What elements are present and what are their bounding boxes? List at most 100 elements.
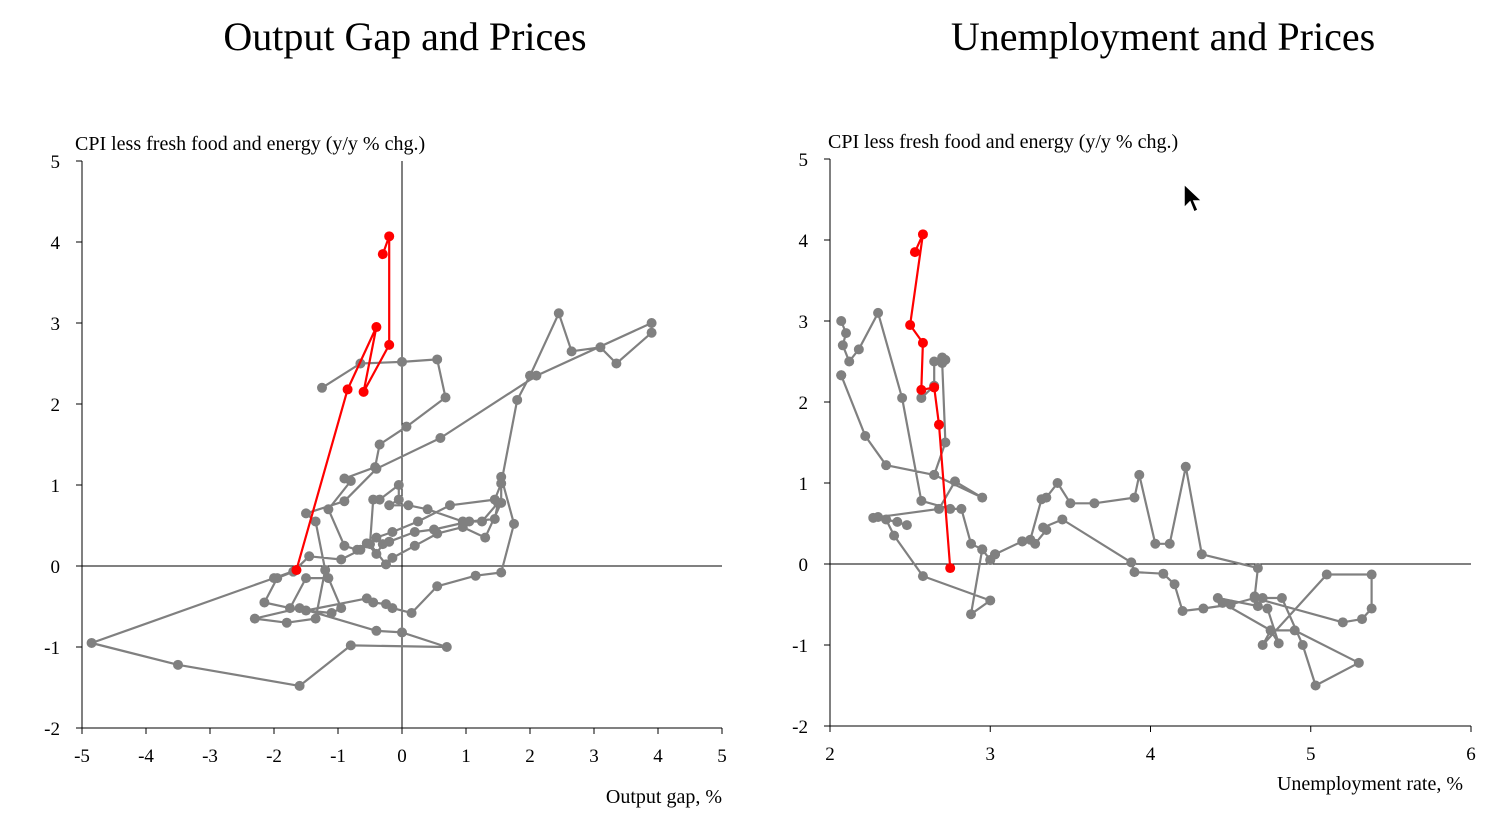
history-data-point — [371, 625, 382, 636]
history-data-point — [326, 607, 337, 618]
history-data-point — [413, 516, 423, 527]
recent-data-point — [905, 320, 916, 331]
history-data-point — [1337, 617, 1348, 628]
history-data-point — [985, 554, 996, 565]
x-tick-label: 4 — [1146, 744, 1156, 765]
history-data-point — [259, 597, 270, 608]
history-data-point — [1225, 599, 1236, 610]
history-data-point — [1180, 461, 1191, 472]
x-axis-label: Output gap, % — [606, 786, 722, 808]
history-data-point — [1198, 603, 1209, 614]
history-data-point — [985, 595, 996, 606]
y-tick-label: -2 — [44, 719, 60, 740]
history-data-point — [371, 532, 382, 543]
recent-series-line — [908, 233, 952, 569]
history-data-point — [301, 508, 311, 519]
history-data-point — [361, 593, 372, 604]
history-data-point — [1212, 593, 1223, 604]
history-data-point — [281, 617, 292, 628]
history-data-point — [595, 342, 606, 353]
history-data-point — [489, 514, 500, 525]
history-data-point — [1150, 538, 1161, 549]
history-data-point — [1129, 567, 1140, 578]
history-data-point — [1129, 492, 1140, 503]
history-data-point — [892, 516, 903, 527]
history-data-point — [457, 522, 468, 533]
history-data-point — [1249, 593, 1260, 604]
history-data-point — [1321, 569, 1332, 580]
history-data-point — [836, 370, 847, 381]
output-gap-chart: Output Gap and Prices CPI less fresh foo… — [44, 14, 727, 808]
history-data-point — [977, 544, 988, 555]
x-axis-label: Unemployment rate, % — [1277, 773, 1463, 795]
history-data-point — [873, 307, 884, 318]
history-data-point — [384, 500, 395, 511]
history-data-point — [371, 463, 382, 474]
history-data-point — [387, 552, 398, 563]
history-data-point — [1030, 538, 1041, 549]
history-data-point — [365, 539, 375, 550]
second-history-data-point — [929, 356, 940, 367]
history-data-point — [294, 680, 305, 691]
y-tick-label: 5 — [51, 152, 61, 173]
history-data-point — [432, 581, 443, 592]
y-tick-label: 2 — [799, 393, 809, 414]
history-data-point — [470, 570, 481, 581]
history-data-point — [381, 559, 391, 570]
recent-data-point — [909, 247, 920, 258]
x-tick-label: 5 — [717, 746, 727, 767]
history-data-point — [496, 478, 507, 489]
history-data-point — [480, 532, 491, 543]
x-tick-label: 2 — [525, 746, 535, 767]
history-data-point — [1169, 579, 1180, 590]
history-data-point — [355, 544, 366, 555]
history-data-point — [853, 344, 864, 355]
history-data-point — [489, 494, 500, 505]
x-tick-label: 2 — [825, 744, 835, 765]
recent-data-point — [291, 565, 302, 576]
chart-title: Output Gap and Prices — [223, 14, 586, 59]
history-data-point — [553, 308, 564, 319]
history-data-point — [1297, 640, 1308, 650]
history-data-point — [393, 494, 404, 505]
x-tick-label: 6 — [1466, 744, 1476, 765]
recent-data-point — [342, 384, 353, 395]
history-data-point — [977, 492, 988, 503]
history-data-point — [1257, 640, 1268, 650]
y-axis-label: CPI less fresh food and energy (y/y % ch… — [75, 133, 425, 155]
history-data-point — [397, 356, 407, 367]
history-data-point — [336, 554, 347, 565]
history-data-point — [368, 494, 379, 505]
history-data-point — [336, 603, 347, 614]
x-tick-label: -4 — [138, 746, 154, 767]
history-data-point — [409, 540, 420, 551]
history-data-point — [1357, 614, 1368, 625]
y-tick-label: 4 — [799, 231, 809, 252]
x-tick-label: -1 — [330, 746, 346, 767]
mouse-pointer-icon — [1183, 183, 1204, 214]
history-data-point — [409, 526, 420, 537]
history-data-point — [1164, 538, 1175, 549]
history-data-point — [393, 480, 404, 490]
recent-data-point — [945, 563, 956, 574]
x-tick-label: -2 — [266, 746, 282, 767]
history-data-point — [422, 504, 433, 515]
history-data-point — [1289, 625, 1300, 636]
recent-data-point — [358, 386, 369, 397]
y-tick-label: 1 — [51, 476, 61, 497]
second-history-data-point — [940, 437, 951, 448]
history-series-line — [840, 311, 1373, 687]
history-data-point — [1310, 680, 1321, 691]
history-data-point — [381, 599, 391, 610]
history-data-point — [1273, 638, 1284, 649]
history-data-point — [86, 637, 97, 648]
history-data-point — [860, 431, 871, 442]
history-data-point — [897, 392, 908, 403]
history-data-point — [917, 571, 928, 582]
history-data-point — [836, 316, 847, 326]
history-data-point — [384, 536, 395, 547]
y-axis-label: CPI less fresh food and energy (y/y % ch… — [828, 131, 1178, 153]
x-tick-label: -3 — [202, 746, 218, 767]
history-data-point — [432, 354, 443, 365]
history-data-point — [933, 503, 944, 514]
